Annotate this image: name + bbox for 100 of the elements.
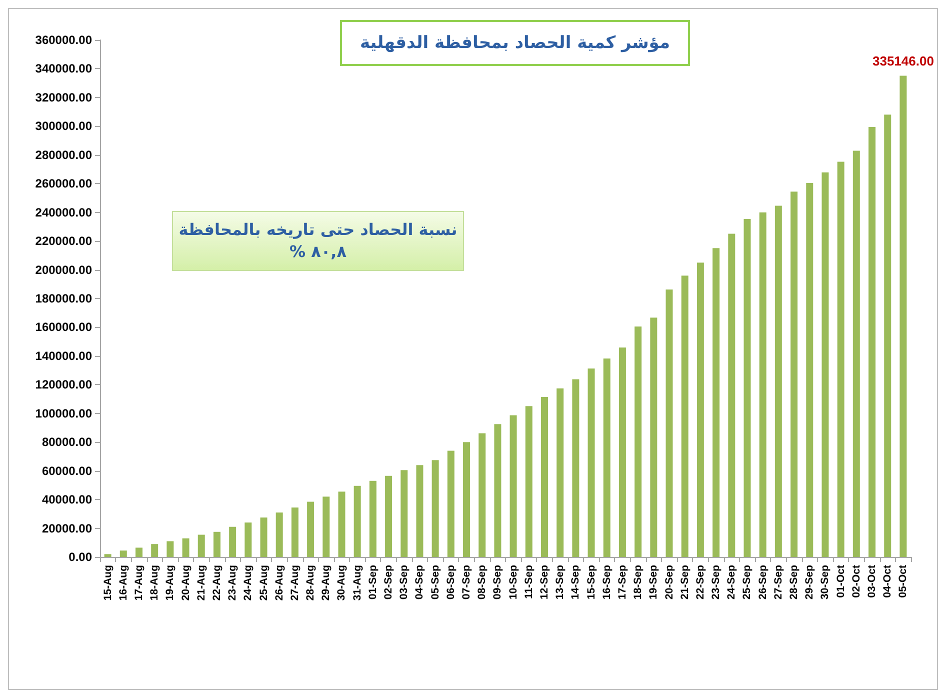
bar [790,192,798,557]
x-tick-label: 25-Sep [741,565,754,600]
y-tick-label: 360000.00 [35,33,92,47]
x-tick-label: 04-Oct [882,564,894,598]
y-tick-label: 120000.00 [35,378,92,392]
bar [416,465,424,557]
y-tick-label: 20000.00 [42,521,92,536]
x-tick-label: 17-Sep [616,565,628,600]
y-tick-label: 240000.00 [35,205,92,220]
x-tick-label: 19-Sep [648,565,660,600]
x-tick-label: 10-Sep [507,565,520,600]
annotation: نسبة الحصاد حتى تاريخه بالمحافظة [178,219,458,241]
y-tick-label: 80000.00 [42,435,92,450]
x-tick-label: 28-Sep [788,565,800,600]
bar [806,183,814,557]
x-tick-label: 05-Oct [897,564,910,598]
x-tick-label: 03-Sep [398,565,410,600]
bar [666,289,673,557]
x-tick-label: 06-Sep [444,565,457,600]
x-tick-label: 07-Sep [460,565,473,600]
bar [634,326,642,557]
x-tick-label: 18-Aug [148,565,161,601]
x-tick-label: 01-Sep [366,565,379,600]
x-tick-label: 03-Oct [866,564,878,598]
bar [478,433,486,557]
x-tick-label: 12-Sep [538,565,550,600]
bar [432,460,439,557]
bar [650,318,658,557]
x-tick-label: 18-Sep [632,565,644,600]
bar [463,442,470,557]
x-tick-label: 04-Sep [414,565,426,600]
x-tick-label: 31-Aug [351,565,364,601]
bar [322,496,330,557]
bar [759,212,766,557]
x-tick-label: 17-Aug [132,565,145,601]
x-tick-label: 22-Aug [210,565,223,601]
x-tick-label: 08-Sep [476,565,488,600]
x-tick-label: 26-Aug [273,565,286,601]
y-tick-label: 140000.00 [35,348,92,363]
x-tick-label: 23-Aug [226,565,239,601]
x-tick-label: 21-Sep [678,565,691,600]
bar [510,415,517,557]
x-tick-label: 22-Sep [694,565,706,600]
bar [603,358,610,557]
data-label: 335146.00 [872,54,934,69]
x-tick-label: 01-Oct [834,564,847,598]
bar [244,522,252,557]
bar [400,470,408,557]
bar [104,554,112,557]
bar [120,550,127,557]
bar [166,541,174,557]
x-tick-label: 16-Sep [600,565,613,600]
bar [884,114,892,557]
x-tick-label: 21-Aug [195,565,208,601]
x-tick-label: 11-Sep [522,565,535,599]
bar [229,526,236,557]
annotation: ٨٠,٨ % [290,241,346,263]
bar [900,76,907,557]
bar [213,532,220,557]
y-tick-label: 60000.00 [42,464,92,478]
bar [744,218,751,557]
x-tick-label: 27-Aug [288,565,301,601]
bar [868,127,876,557]
bar [338,492,346,557]
bar [712,248,720,557]
y-tick-label: 200000.00 [35,262,92,277]
bar [822,172,829,557]
bar [525,406,532,557]
bar [837,162,844,557]
y-tick-label: 160000.00 [35,320,92,334]
x-tick-label: 13-Sep [554,565,566,600]
x-tick-label: 30-Aug [336,565,348,601]
x-tick-label: 14-Sep [570,565,582,600]
bar [385,476,392,557]
bar [852,150,860,557]
x-tick-label: 29-Aug [320,565,332,601]
bar [151,544,158,557]
x-tick-label: 25-Aug [258,565,270,601]
x-tick-label: 02-Oct [850,564,862,598]
x-tick-label: 30-Sep [819,565,832,600]
x-tick-label: 20-Aug [180,565,192,601]
bar [588,368,595,557]
x-tick-label: 23-Sep [710,565,722,600]
x-tick-label: 16-Aug [117,565,130,601]
bar [447,450,454,557]
x-tick-label: 19-Aug [164,565,176,601]
bar [728,234,736,557]
x-tick-label: 15-Aug [102,565,114,601]
y-tick-label: 300000.00 [35,119,92,134]
bar [182,538,190,557]
bar [572,379,580,557]
x-tick-label: 27-Sep [772,565,784,600]
y-tick-label: 320000.00 [35,90,92,104]
chart-title: مؤشر كمية الحصاد بمحافظة الدقهلية [340,20,690,66]
bar [618,347,626,557]
y-tick-label: 220000.00 [35,234,92,248]
bar [291,507,298,557]
bar [774,206,782,557]
bar [494,424,502,557]
bar [276,512,283,557]
